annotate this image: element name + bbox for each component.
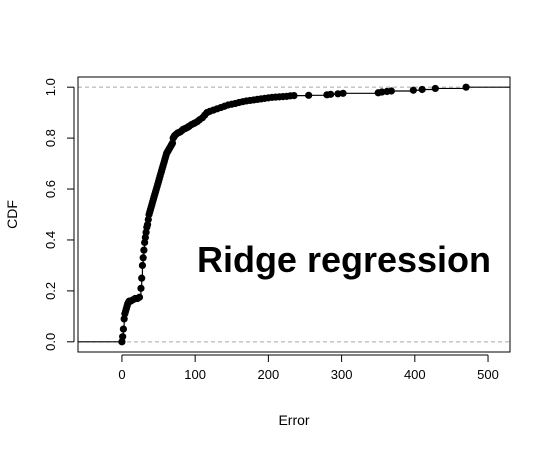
data-point [462,83,470,91]
data-point [418,85,426,94]
x-tick-label: 500 [477,367,499,382]
chart-annotation: Ridge regression [197,239,491,280]
y-axis: 0.0 0.2 0.4 0.6 0.8 1.0 [43,78,75,351]
data-point [135,293,144,301]
plot-frame [77,76,511,353]
x-axis: 0 100 200 300 400 500 [118,354,499,382]
data-point [119,333,127,341]
y-axis-label: CDF [4,200,20,229]
data-point [138,261,147,270]
data-point [119,325,127,333]
data-point [305,91,313,99]
data-point [327,90,335,98]
x-tick-label: 300 [331,367,353,382]
data-point [137,284,145,292]
x-tick-label: 100 [184,367,206,382]
x-tick-label: 200 [258,367,280,382]
cdf-series [78,83,510,346]
data-point [140,246,148,254]
y-tick-label: 0.8 [43,129,58,147]
reference-lines [78,86,510,343]
x-tick-label: 0 [118,367,125,382]
y-tick-label: 0.0 [43,333,58,351]
data-point [431,84,439,93]
data-point [409,86,417,94]
y-tick-label: 0.2 [43,282,58,300]
y-tick-label: 0.6 [43,180,58,198]
y-tick-label: 1.0 [43,78,58,96]
x-axis-label: Error [278,412,309,428]
data-point [387,87,395,95]
y-tick-label: 0.4 [43,231,58,249]
data-point [139,254,147,262]
series-0-step-line [78,86,510,343]
data-point [339,89,347,97]
data-point [290,91,298,100]
data-point [138,274,146,282]
x-tick-label: 400 [404,367,426,382]
